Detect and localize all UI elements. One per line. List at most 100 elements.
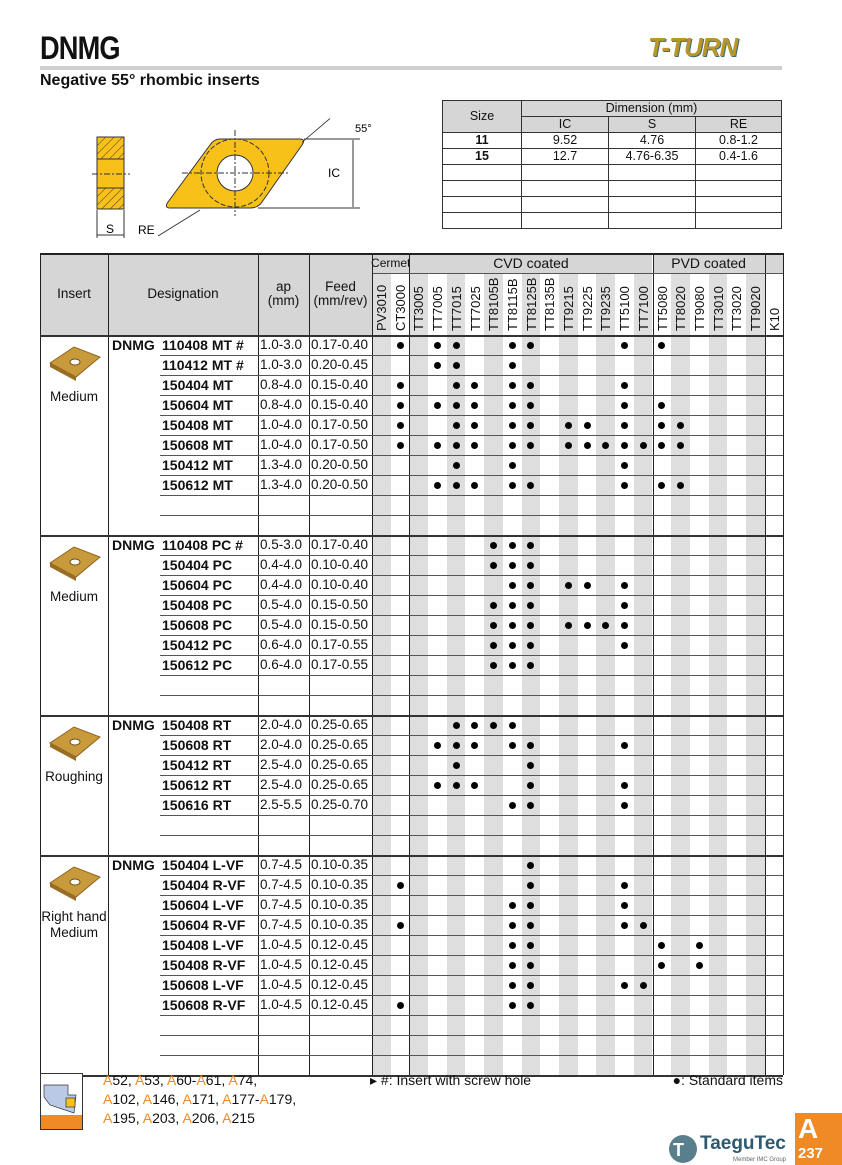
designation-code: 150404 PC <box>162 557 233 573</box>
standard-item-dot-tt7005 <box>433 442 441 449</box>
row-line <box>160 795 784 796</box>
standard-item-dot-tt7015 <box>452 402 460 409</box>
standard-item-dot-tt8125b <box>527 862 535 869</box>
page-reference-link[interactable]: 215 <box>231 1110 255 1126</box>
grade-column-shade <box>633 273 653 1075</box>
grade-column-shade <box>484 273 503 1075</box>
size-cell: 11 <box>442 132 522 149</box>
re-cell <box>695 212 782 229</box>
row-line <box>160 1055 784 1056</box>
standard-item-dot-tt5100 <box>620 782 628 789</box>
standard-item-dot-tt8105b <box>490 602 498 609</box>
size-cell: 15 <box>442 148 522 165</box>
page-reference-link[interactable]: 102, <box>112 1091 143 1107</box>
grade-column-shade <box>708 273 728 1075</box>
page-reference-link[interactable]: 171, <box>191 1091 223 1107</box>
ap-value: 0.5-4.0 <box>260 617 303 632</box>
standard-item-dot-tt8115b <box>508 422 516 429</box>
ap-value: 0.4-4.0 <box>260 557 303 572</box>
feed-header: Feed (mm/rev) <box>309 253 372 335</box>
grade-header-tt8125b: TT8125B <box>523 277 539 331</box>
standard-item-dot-tt7015 <box>452 442 460 449</box>
standard-item-dot-tt9225 <box>583 442 591 449</box>
row-line <box>160 955 784 956</box>
designation-code: 110408 PC # <box>162 537 243 553</box>
standard-item-dot-tt8115b <box>508 982 516 989</box>
page-reference-link[interactable]: 179, <box>268 1091 297 1107</box>
standard-item-dot-tt7025 <box>471 402 479 409</box>
grade-column-shade <box>409 273 429 1075</box>
brand-subtitle: Member IMC Group <box>733 1157 787 1163</box>
standard-items-note: ●: Standard items <box>672 1072 783 1088</box>
s-label: S <box>106 222 114 236</box>
page-reference-link[interactable]: 60- <box>176 1072 197 1088</box>
standard-item-dot-tt8125b <box>527 942 535 949</box>
ap-value: 1.0-4.5 <box>260 957 303 972</box>
ap-value: 0.8-4.0 <box>260 377 303 392</box>
designation-header: Designation <box>108 253 258 335</box>
ap-value: 0.6-4.0 <box>260 657 303 672</box>
ap-value: 2.0-4.0 <box>260 717 303 732</box>
ic-label: IC <box>328 166 340 180</box>
standard-item-dot-tt9080 <box>695 962 703 969</box>
page-reference-link[interactable]: 52, <box>112 1072 135 1088</box>
standard-item-dot-tt5080 <box>658 962 666 969</box>
page-reference-link[interactable]: 146, <box>152 1091 183 1107</box>
page-reference-link[interactable]: 53, <box>144 1072 167 1088</box>
designation-code: 150608 R-VF <box>162 997 246 1013</box>
standard-item-dot-tt9235 <box>602 442 610 449</box>
designation-code: 150408 L-VF <box>162 937 244 953</box>
page-reference-link[interactable]: 203, <box>152 1110 183 1126</box>
dimension-row: 11 9.52 4.76 0.8-1.2 <box>442 132 782 149</box>
standard-item-dot-tt7025 <box>471 782 479 789</box>
feed-value: 0.10-0.40 <box>311 557 369 572</box>
designation-code: 150408 R-VF <box>162 957 246 973</box>
standard-item-dot-tt8115b <box>508 922 516 929</box>
grade-header-tt9080: TT9080 <box>691 286 707 331</box>
standard-item-dot-tt9215 <box>564 422 572 429</box>
column-divider <box>372 253 373 1075</box>
feed-value: 0.17-0.50 <box>311 417 369 432</box>
insert-photo-icon <box>49 546 101 581</box>
section-prefix: A <box>134 1072 145 1088</box>
ic-cell <box>521 196 609 213</box>
insert-type-label: Right hand Medium <box>41 909 107 940</box>
designation-code: 150404 R-VF <box>162 877 246 893</box>
standard-item-dot-tt8115b <box>508 562 516 569</box>
standard-item-dot-tt8020 <box>677 442 685 449</box>
page-reference-link[interactable]: 206, <box>191 1110 223 1126</box>
standard-item-dot-ct3000 <box>396 422 404 429</box>
grade-group-k10 <box>764 253 784 273</box>
standard-item-dot-tt5100 <box>620 902 628 909</box>
grade-header-pv3010: PV3010 <box>374 284 389 331</box>
standard-item-dot-tt7005 <box>433 742 441 749</box>
ap-value: 0.8-4.0 <box>260 397 303 412</box>
row-line <box>160 815 784 816</box>
row-line <box>160 755 784 756</box>
feed-value: 0.15-0.50 <box>311 617 369 632</box>
page-reference-link[interactable]: 74, <box>237 1072 258 1088</box>
standard-item-dot-tt8115b <box>508 382 516 389</box>
designation-code: 150616 RT <box>162 797 232 813</box>
designation-code: 110412 MT # <box>162 357 244 373</box>
standard-item-dot-tt5100 <box>620 922 628 929</box>
standard-item-dot-tt7100 <box>639 922 647 929</box>
section-letter: A <box>798 1113 819 1144</box>
row-line <box>160 635 784 636</box>
s-cell <box>608 212 696 229</box>
standard-item-dot-tt5100 <box>620 882 628 889</box>
row-line <box>160 875 784 876</box>
standard-item-dot-tt5100 <box>620 442 628 449</box>
standard-item-dot-tt8125b <box>527 482 535 489</box>
page-reference-link[interactable]: 61, <box>205 1072 229 1088</box>
feed-value: 0.25-0.65 <box>311 737 369 752</box>
s-cell <box>608 180 696 197</box>
standard-item-dot-tt8020 <box>677 482 685 489</box>
standard-item-dot-tt8125b <box>527 882 535 889</box>
standard-item-dot-tt7005 <box>433 342 441 349</box>
ap-value: 0.7-4.5 <box>260 897 303 912</box>
page-reference-link[interactable]: 195, <box>112 1110 143 1126</box>
page-reference-link[interactable]: 177- <box>231 1091 260 1107</box>
standard-item-dot-ct3000 <box>396 402 404 409</box>
section-top <box>40 335 784 337</box>
